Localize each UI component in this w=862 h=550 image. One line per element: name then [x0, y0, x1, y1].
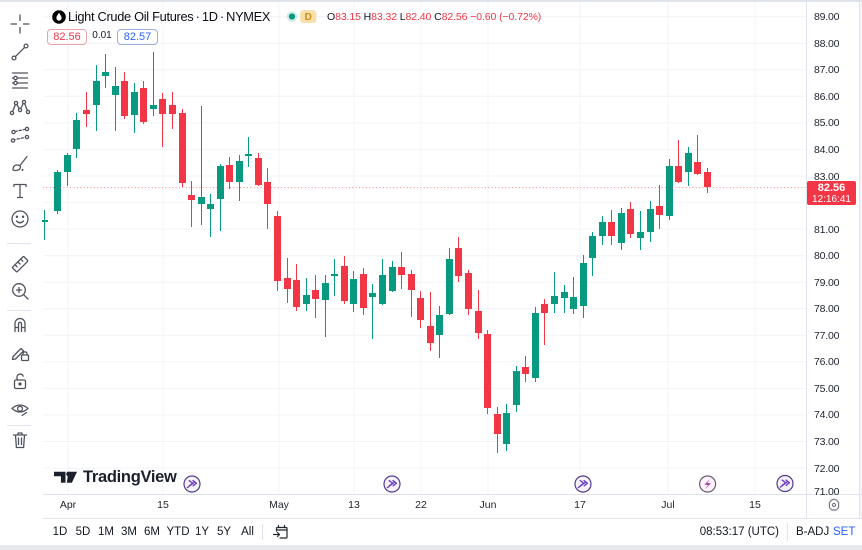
- svg-text:D: D: [305, 12, 312, 23]
